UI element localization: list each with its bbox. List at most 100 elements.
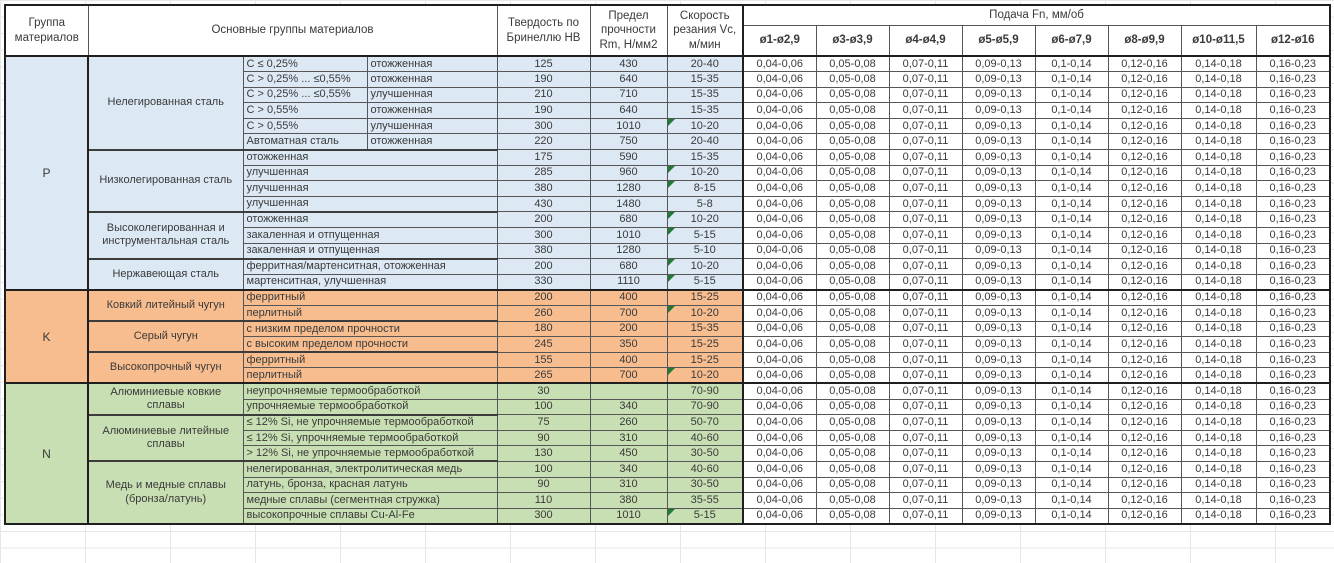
feed-cell[interactable]: 0,12-0,16	[1107, 492, 1182, 509]
feed-cell[interactable]: 0,16-0,23	[1255, 242, 1331, 260]
feed-cell[interactable]: 0,07-0,11	[888, 86, 963, 104]
feed-cell[interactable]: 0,16-0,23	[1255, 195, 1331, 213]
vc-cell[interactable]: 5-8	[666, 195, 744, 213]
vc-cell[interactable]: 15-35	[666, 86, 744, 104]
feed-cell[interactable]: 0,07-0,11	[888, 476, 963, 494]
feed-cell[interactable]: 0,07-0,11	[888, 507, 963, 525]
rm-cell[interactable]: 700	[589, 367, 668, 384]
feed-cell[interactable]: 0,05-0,08	[815, 382, 890, 400]
feed-cell[interactable]: 0,07-0,11	[888, 55, 963, 73]
vc-cell[interactable]: 15-35	[666, 149, 744, 166]
spec-cell[interactable]: нелегированная, электролитическая медь	[242, 460, 498, 478]
header-feed-diameter-cell[interactable]: ø8-ø9,9	[1107, 24, 1182, 57]
vc-cell[interactable]: 10-20	[666, 164, 744, 182]
feed-cell[interactable]: 0,04-0,06	[742, 71, 817, 88]
hb-cell[interactable]: 75	[496, 414, 591, 431]
feed-cell[interactable]: 0,05-0,08	[815, 195, 890, 213]
feed-cell[interactable]: 0,14-0,18	[1180, 242, 1257, 260]
feed-cell[interactable]: 0,14-0,18	[1180, 86, 1257, 104]
state-cell[interactable]: отожженная	[366, 102, 498, 119]
material-name-cell[interactable]: Ковкий литейный чугун	[87, 288, 244, 322]
feed-cell[interactable]: 0,12-0,16	[1107, 429, 1182, 447]
feed-cell[interactable]: 0,09-0,13	[961, 305, 1036, 322]
feed-cell[interactable]: 0,09-0,13	[961, 351, 1036, 369]
feed-cell[interactable]: 0,16-0,23	[1255, 86, 1331, 104]
feed-cell[interactable]: 0,09-0,13	[961, 55, 1036, 73]
rm-cell[interactable]: 310	[589, 476, 668, 494]
hb-cell[interactable]: 110	[496, 492, 591, 509]
feed-cell[interactable]: 0,14-0,18	[1180, 429, 1257, 447]
hb-cell[interactable]: 90	[496, 476, 591, 494]
feed-cell[interactable]: 0,05-0,08	[815, 273, 890, 291]
feed-cell[interactable]: 0,16-0,23	[1255, 367, 1331, 384]
feed-cell[interactable]: 0,16-0,23	[1255, 55, 1331, 73]
feed-cell[interactable]: 0,1-0,14	[1034, 258, 1109, 275]
feed-cell[interactable]: 0,1-0,14	[1034, 117, 1109, 135]
feed-cell[interactable]: 0,07-0,11	[888, 227, 963, 244]
state-cell[interactable]: отожженная	[366, 133, 498, 151]
feed-cell[interactable]: 0,12-0,16	[1107, 195, 1182, 213]
hb-cell[interactable]: 200	[496, 258, 591, 275]
feed-cell[interactable]: 0,12-0,16	[1107, 414, 1182, 431]
feed-cell[interactable]: 0,14-0,18	[1180, 71, 1257, 88]
feed-cell[interactable]: 0,05-0,08	[815, 71, 890, 88]
feed-cell[interactable]: 0,09-0,13	[961, 429, 1036, 447]
feed-cell[interactable]: 0,1-0,14	[1034, 367, 1109, 384]
feed-cell[interactable]: 0,16-0,23	[1255, 429, 1331, 447]
hb-cell[interactable]: 430	[496, 195, 591, 213]
spec-cell[interactable]: отожженная	[242, 210, 498, 229]
feed-cell[interactable]: 0,16-0,23	[1255, 133, 1331, 151]
spec-cell[interactable]: с низким пределом прочности	[242, 320, 498, 338]
feed-cell[interactable]: 0,07-0,11	[888, 336, 963, 353]
feed-cell[interactable]: 0,04-0,06	[742, 273, 817, 291]
feed-cell[interactable]: 0,16-0,23	[1255, 180, 1331, 197]
spec-cell[interactable]: ферритный	[242, 351, 498, 369]
feed-cell[interactable]: 0,07-0,11	[888, 258, 963, 275]
header-hb-cell[interactable]: Твердость по Бринеллю HB	[496, 4, 591, 57]
feed-cell[interactable]: 0,12-0,16	[1107, 258, 1182, 275]
feed-cell[interactable]: 0,04-0,06	[742, 164, 817, 182]
feed-cell[interactable]: 0,07-0,11	[888, 164, 963, 182]
material-name-cell[interactable]: Нелегированная сталь	[87, 55, 244, 151]
vc-cell[interactable]: 15-25	[666, 351, 744, 369]
feed-cell[interactable]: 0,16-0,23	[1255, 476, 1331, 494]
feed-cell[interactable]: 0,05-0,08	[815, 117, 890, 135]
rm-cell[interactable]	[589, 382, 668, 400]
header-group-cell[interactable]: Группа материалов	[4, 4, 89, 57]
feed-cell[interactable]: 0,07-0,11	[888, 460, 963, 478]
feed-cell[interactable]: 0,09-0,13	[961, 86, 1036, 104]
feed-cell[interactable]: 0,12-0,16	[1107, 398, 1182, 416]
feed-cell[interactable]: 0,07-0,11	[888, 133, 963, 151]
feed-cell[interactable]: 0,1-0,14	[1034, 476, 1109, 494]
feed-cell[interactable]: 0,14-0,18	[1180, 164, 1257, 182]
hb-cell[interactable]: 180	[496, 320, 591, 338]
vc-cell[interactable]: 5-10	[666, 242, 744, 260]
feed-cell[interactable]: 0,09-0,13	[961, 367, 1036, 384]
spec-cell[interactable]: ≤ 12% Si, не упрочняемые термообработкой	[242, 413, 498, 431]
feed-cell[interactable]: 0,04-0,06	[742, 429, 817, 447]
feed-cell[interactable]: 0,04-0,06	[742, 351, 817, 369]
feed-cell[interactable]: 0,07-0,11	[888, 211, 963, 229]
vc-cell[interactable]: 10-20	[666, 211, 744, 229]
feed-cell[interactable]: 0,04-0,06	[742, 476, 817, 494]
rm-cell[interactable]: 1110	[589, 273, 668, 291]
feed-cell[interactable]: 0,16-0,23	[1255, 398, 1331, 416]
feed-cell[interactable]: 0,04-0,06	[742, 288, 817, 306]
feed-cell[interactable]: 0,04-0,06	[742, 117, 817, 135]
hb-cell[interactable]: 200	[496, 211, 591, 229]
group-code-cell[interactable]: P	[4, 55, 89, 291]
feed-cell[interactable]: 0,04-0,06	[742, 414, 817, 431]
spec-cell[interactable]: латунь, бронза, красная латунь	[242, 476, 498, 494]
hb-cell[interactable]: 100	[496, 460, 591, 478]
header-feed-diameter-cell[interactable]: ø3-ø3,9	[815, 24, 890, 57]
rm-cell[interactable]: 960	[589, 164, 668, 182]
feed-cell[interactable]: 0,16-0,23	[1255, 227, 1331, 244]
material-name-cell[interactable]: Нержавеющая сталь	[87, 257, 244, 291]
rm-cell[interactable]: 450	[589, 445, 668, 462]
feed-cell[interactable]: 0,1-0,14	[1034, 211, 1109, 229]
feed-cell[interactable]: 0,07-0,11	[888, 305, 963, 322]
vc-cell[interactable]: 5-15	[666, 227, 744, 244]
feed-cell[interactable]: 0,12-0,16	[1107, 351, 1182, 369]
feed-cell[interactable]: 0,1-0,14	[1034, 414, 1109, 431]
vc-cell[interactable]: 40-60	[666, 460, 744, 478]
